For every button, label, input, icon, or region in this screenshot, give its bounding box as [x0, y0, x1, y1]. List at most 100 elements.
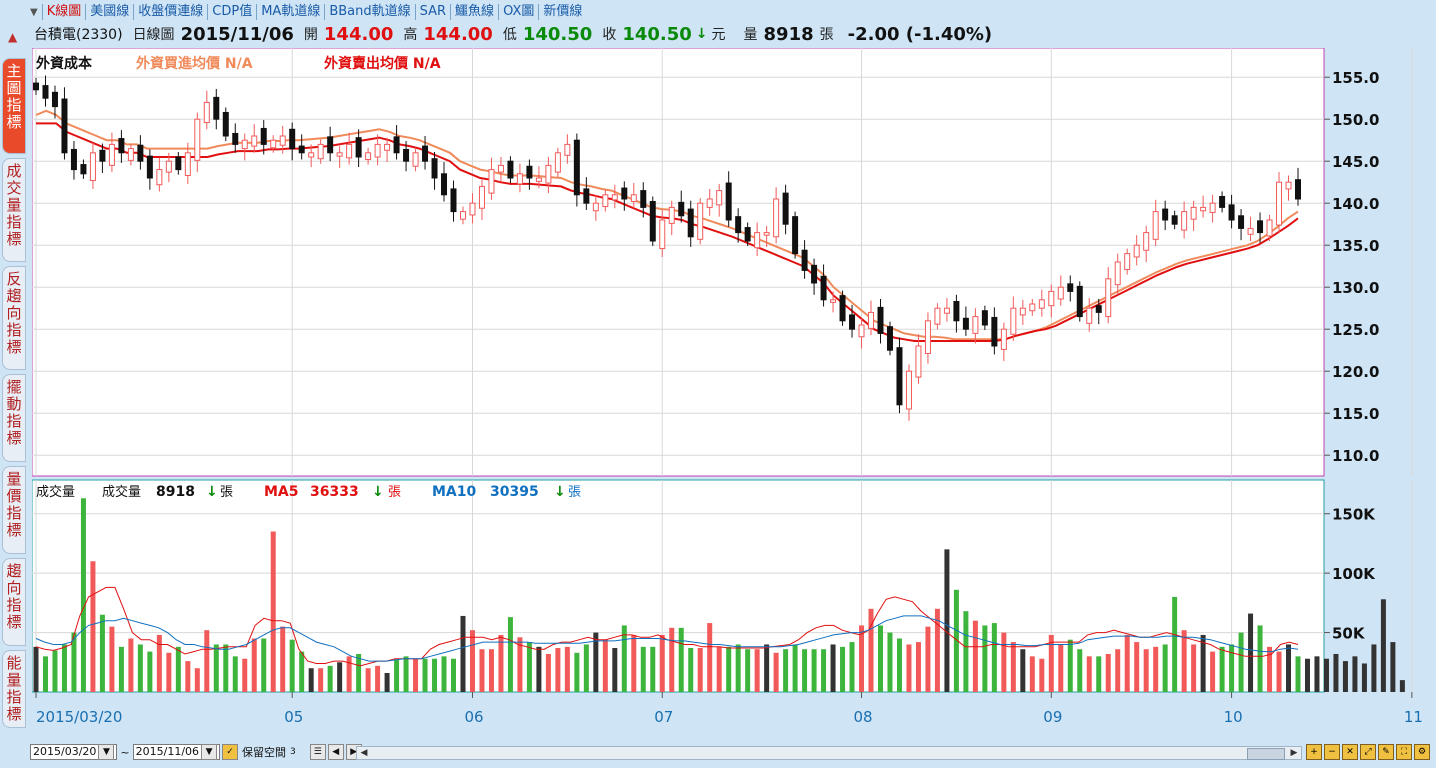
tab-3[interactable]: CDP值 [207, 4, 256, 20]
candle-body [630, 194, 637, 203]
tab-5[interactable]: BBand軌道線 [324, 4, 414, 20]
volume-bar [716, 646, 722, 692]
tab-0[interactable]: K線圖 [41, 4, 86, 20]
candle-body [393, 136, 400, 154]
volume-bar [564, 646, 570, 692]
tab-1[interactable]: 美國線 [85, 4, 133, 20]
candle-body [127, 148, 134, 161]
candle-body [981, 310, 988, 326]
volume-bar [953, 589, 959, 692]
candle-body [1285, 181, 1292, 190]
sidebar-tab-1[interactable]: 成交量指標 [2, 158, 26, 262]
candle-body [754, 232, 761, 249]
sidebar-tab-2[interactable]: 反趨向指標 [2, 266, 26, 370]
tab-6[interactable]: SAR [414, 4, 450, 20]
x-tick-label: 08 [854, 708, 873, 726]
stock-chart[interactable]: 155.0 150.0 145.0 140.0 135.0 130.0 125.0 120.0… [32, 48, 1436, 742]
candle-body [830, 299, 837, 303]
candle-body [915, 345, 922, 378]
volume-ma10-line [35, 615, 1299, 662]
volume-bar [346, 656, 352, 692]
indicator-sidebar: ▲ 主圖指標成交量指標反趨向指標擺動指標量價指標趨向指標能量指標 [0, 28, 28, 728]
candle-body [792, 216, 799, 255]
scrollbar-thumb[interactable] [1247, 748, 1285, 760]
volume-bar [792, 644, 798, 692]
volume-bar [678, 627, 684, 692]
tab-9[interactable]: 新價線 [538, 4, 586, 20]
candle-body [1266, 219, 1273, 237]
vol-legend-arrow-icon: ↓ [206, 484, 218, 500]
volume-bar [583, 644, 589, 692]
candle-body [886, 326, 893, 351]
volume-bar [925, 626, 931, 692]
scrollbar-left-arrow-icon[interactable]: ◀ [360, 748, 368, 758]
down-arrow-icon: ↓ [695, 26, 708, 42]
volume-bar [1286, 644, 1292, 692]
volume-bar [735, 644, 741, 692]
candle-body [365, 152, 372, 161]
candle-body [943, 307, 950, 314]
sidebar-tab-3[interactable]: 擺動指標 [2, 374, 26, 462]
tab-2[interactable]: 收盤價連線 [133, 4, 207, 20]
candle-body [1181, 211, 1188, 231]
chart-kind: 日線圖 [132, 27, 175, 43]
candle-body [374, 143, 381, 158]
candle-body [953, 300, 960, 322]
x-tick-label: 10 [1224, 708, 1243, 726]
volume-bar [1143, 649, 1149, 692]
tab-8[interactable]: OX圖 [498, 4, 538, 20]
volume-bar [1219, 646, 1225, 692]
candle-body [526, 165, 533, 179]
layout-icon[interactable]: ☰ [309, 744, 326, 760]
zoom-out-icon[interactable]: − [1324, 744, 1340, 760]
volume-bar [991, 623, 997, 692]
candle-body [1114, 261, 1121, 286]
end-date-dropdown-icon[interactable]: ▼ [201, 744, 218, 760]
dropdown-icon[interactable]: ▼ [30, 6, 38, 18]
candle-body [1057, 286, 1064, 300]
tab-7[interactable]: 鱷魚線 [450, 4, 498, 20]
candle-body [175, 156, 182, 171]
candle-body [1276, 181, 1283, 226]
volume-bar [270, 531, 276, 692]
horizontal-scrollbar[interactable]: ◀ ▶ [356, 746, 1302, 760]
tab-4[interactable]: MA軌道線 [256, 4, 324, 20]
volume-bar [640, 646, 646, 692]
candle-body [478, 185, 485, 209]
candle-body [33, 82, 39, 91]
price-tick-label: 115.0 [1332, 405, 1379, 423]
volume-bar [1029, 656, 1035, 692]
volume-bar [242, 658, 248, 692]
sidebar-tab-4[interactable]: 量價指標 [2, 466, 26, 554]
sidebar-tab-5[interactable]: 趨向指標 [2, 558, 26, 646]
volume-bar [1295, 656, 1301, 692]
candle-body [1067, 283, 1074, 292]
scroll-left-icon[interactable]: ◀ [327, 744, 344, 760]
start-date-value: 2015/03/20 [33, 745, 97, 758]
settings-icon[interactable]: ⚙ [1414, 744, 1430, 760]
sidebar-tab-0[interactable]: 主圖指標 [2, 58, 26, 154]
apply-range-icon[interactable]: ✓ [222, 744, 239, 760]
zoom-in-icon[interactable]: + [1306, 744, 1322, 760]
end-date-field[interactable]: 2015/11/06 ▼ [132, 744, 221, 760]
volume-bar [460, 615, 466, 692]
start-date-field[interactable]: 2015/03/20 ▼ [30, 744, 118, 760]
collapse-arrow-icon[interactable]: ▲ [8, 30, 18, 44]
volume-bar [1371, 644, 1377, 692]
volume-bar [1001, 632, 1007, 692]
draw-icon[interactable]: ✎ [1378, 744, 1394, 760]
expand-icon[interactable]: ⛶ [1396, 744, 1412, 760]
volume-bar [1380, 599, 1386, 692]
candle-body [251, 135, 258, 147]
stock-name: 台積電(2330) [34, 27, 123, 43]
sidebar-tab-6[interactable]: 能量指標 [2, 650, 26, 728]
ma10-legend-arrow-icon: ↓ [554, 484, 566, 500]
volume-bar [1399, 680, 1405, 692]
candle-body [706, 198, 713, 208]
crosshair-icon[interactable]: ✕ [1342, 744, 1358, 760]
candle-body [782, 192, 789, 225]
start-date-dropdown-icon[interactable]: ▼ [98, 744, 115, 760]
scrollbar-right-arrow-icon[interactable]: ▶ [1290, 748, 1298, 758]
fit-icon[interactable]: ⤢ [1360, 744, 1376, 760]
close-value: 140.50 [622, 23, 692, 45]
